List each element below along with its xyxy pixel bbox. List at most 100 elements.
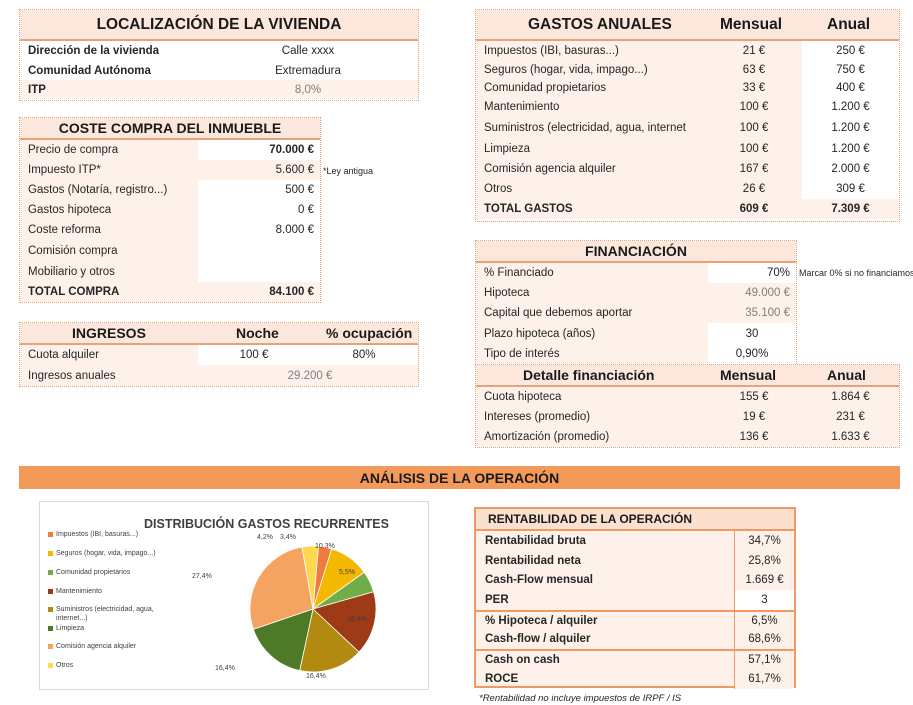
expense-annual-input[interactable]: 2.000 € — [802, 159, 899, 179]
legend-swatch — [48, 570, 53, 575]
location-row-address: Dirección de la vivienda Calle xxxx — [20, 41, 418, 61]
profitability-row: Cash on cash 57,1% — [476, 649, 794, 669]
expense-row: Limpieza 100 € 1.200 € — [476, 139, 899, 159]
income-title: INGRESOS — [72, 325, 146, 341]
profitability-label: Rentabilidad bruta — [485, 534, 586, 547]
purchase-value: 5.600 € — [275, 164, 314, 176]
detail-title: Detalle financiación — [523, 367, 655, 383]
detail-col-monthly: Mensual — [720, 367, 777, 383]
location-row-itp: ITP 8,0% — [20, 80, 418, 99]
purchase-label: Precio de compra — [28, 144, 119, 156]
profitability-row: Cash-Flow mensual 1.669 € — [476, 570, 794, 591]
purchase-row: Gastos (Notaría, registro...) 500 € — [20, 180, 320, 200]
legend-swatch — [48, 551, 53, 556]
expense-annual-input[interactable]: 1.200 € — [802, 116, 899, 139]
profitability-row: Cash-flow / alquiler 68,6% — [476, 629, 794, 650]
financing-row: Hipoteca 49.000 € — [476, 283, 796, 303]
expense-monthly: 33 € — [742, 82, 766, 94]
expenses-total-monthly: 609 € — [739, 203, 769, 215]
purchase-panel: COSTE COMPRA DEL INMUEBLE Precio de comp… — [19, 117, 321, 303]
legend-item: Comunidad propietarios — [48, 568, 130, 577]
financing-label: Capital que debemos aportar — [484, 307, 633, 319]
financing-row: Capital que debemos aportar 35.100 € — [476, 303, 796, 323]
profitability-label: % Hipoteca / alquiler — [485, 614, 598, 627]
detail-row: Intereses (promedio) 19 € 231 € — [476, 407, 899, 427]
mortgage-costs-input[interactable]: 0 € — [198, 200, 320, 220]
legend-item: Suministros (electricidad, agua, interne… — [48, 605, 174, 623]
notary-input[interactable]: 500 € — [198, 180, 320, 200]
annual-income-label: Ingresos anuales — [28, 369, 116, 382]
expense-monthly: 167 € — [739, 163, 769, 175]
pie-data-label: 10,3% — [315, 543, 335, 550]
term-input[interactable]: 30 — [708, 323, 796, 344]
income-header: INGRESOS Noche % ocupación — [20, 323, 418, 345]
expense-row: Otros 26 € 309 € — [476, 179, 899, 199]
purchase-row: Precio de compra 70.000 € — [20, 140, 320, 160]
expense-annual-input[interactable]: 1.200 € — [802, 97, 899, 116]
price-input[interactable]: 70.000 € — [198, 140, 320, 160]
expenses-pie-chart: DISTRIBUCIÓN GASTOS RECURRENTES Impuesto… — [39, 501, 429, 690]
purchase-title: COSTE COMPRA DEL INMUEBLE — [20, 118, 320, 140]
purchase-label: Mobiliario y otros — [28, 265, 115, 278]
expense-row: Suministros (electricidad, agua, interne… — [476, 116, 899, 139]
legend-item: Otros — [48, 661, 73, 670]
expense-label: Comisión agencia alquiler — [484, 163, 616, 175]
profitability-value: 34,7% — [734, 531, 794, 551]
legend-label: Comunidad propietarios — [56, 569, 131, 576]
legend-label: Mantenimiento — [56, 588, 102, 595]
commission-input[interactable] — [198, 240, 320, 261]
profitability-value: 61,7% — [734, 668, 794, 689]
expense-label: Comunidad propietarios — [484, 82, 607, 94]
itp-note: *Ley antigua — [323, 166, 374, 176]
detail-annual: 231 € — [836, 411, 865, 423]
expense-annual-input[interactable]: 400 € — [802, 79, 899, 97]
profitability-value: 57,1% — [734, 651, 794, 669]
income-col-occupancy: % ocupación — [326, 325, 413, 341]
purchase-label: Comisión compra — [28, 244, 118, 257]
profitability-label: Cash on cash — [485, 653, 560, 666]
occupancy-input[interactable]: 80% — [310, 345, 418, 365]
legend-swatch — [48, 644, 53, 649]
financing-label: Tipo de interés — [484, 348, 560, 360]
financing-label: % Financiado — [484, 267, 554, 279]
address-input[interactable]: Calle xxxx — [198, 41, 418, 61]
rent-night-input[interactable]: 100 € — [198, 345, 310, 365]
financed-percent-input[interactable]: 70% — [708, 263, 796, 283]
profitability-value: 3 — [734, 590, 794, 610]
expense-monthly: 26 € — [742, 183, 766, 195]
profitability-title: RENTABILIDAD DE LA OPERACIÓN — [476, 509, 794, 531]
purchase-label: Impuesto ITP* — [28, 164, 101, 176]
legend-item: Seguros (hogar, vida, impago...) — [48, 549, 156, 558]
profitability-panel: RENTABILIDAD DE LA OPERACIÓN Rentabilida… — [474, 507, 796, 689]
profitability-value: 1.669 € — [734, 570, 794, 591]
detail-col-annual: Anual — [827, 367, 866, 383]
expense-annual-input[interactable]: 1.200 € — [802, 139, 899, 159]
legend-swatch — [48, 532, 53, 537]
legend-swatch — [48, 607, 53, 612]
legend-item: Mantenimiento — [48, 587, 102, 596]
interest-rate-input[interactable]: 0,90% — [708, 344, 796, 364]
expense-annual-input[interactable]: 309 € — [802, 179, 899, 199]
expense-label: Mantenimiento — [484, 100, 560, 113]
expenses-col-monthly: Mensual — [720, 15, 783, 33]
region-select[interactable]: Extremadura — [198, 61, 418, 80]
annual-income-value: 29.200 € — [287, 369, 333, 382]
expense-label: Otros — [484, 183, 513, 195]
expense-monthly: 100 € — [739, 121, 769, 134]
profitability-footnote: *Rentabilidad no incluye impuestos de IR… — [479, 693, 682, 704]
expense-row: Impuestos (IBI, basuras...) 21 € 250 € — [476, 41, 899, 60]
renovation-input[interactable]: 8.000 € — [198, 220, 320, 240]
pie-data-label: 3,4% — [280, 534, 296, 541]
income-panel: INGRESOS Noche % ocupación Cuota alquile… — [19, 322, 419, 387]
furniture-input[interactable] — [198, 261, 320, 282]
location-panel: LOCALIZACIÓN DE LA VIVIENDA Dirección de… — [19, 9, 419, 101]
financing-label: Plazo hipoteca (años) — [484, 327, 596, 340]
financing-row: Tipo de interés 0,90% — [476, 344, 796, 364]
pie-slice — [249, 546, 314, 630]
expense-annual-input[interactable]: 250 € — [802, 41, 899, 60]
financing-title: FINANCIACIÓN — [476, 241, 796, 263]
pie-slice — [299, 608, 360, 673]
expense-annual-input[interactable]: 750 € — [802, 60, 899, 79]
expenses-title: GASTOS ANUALES — [528, 15, 672, 33]
profitability-label: Rentabilidad neta — [485, 554, 581, 567]
